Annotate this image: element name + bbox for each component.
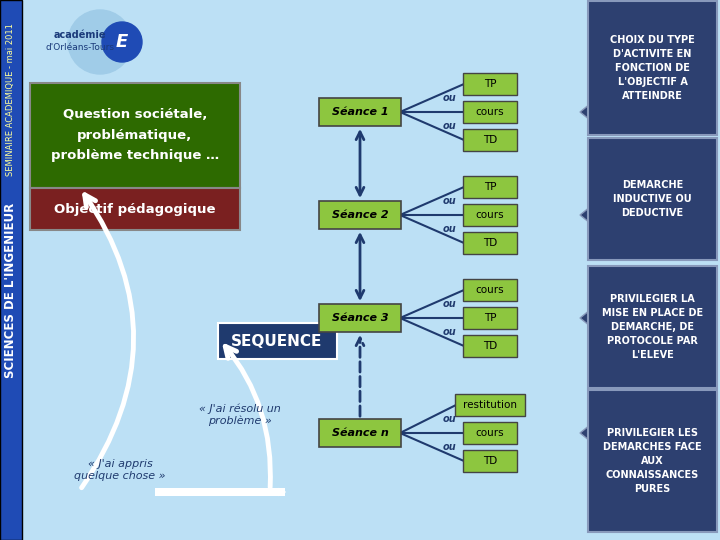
FancyBboxPatch shape: [0, 0, 22, 540]
FancyBboxPatch shape: [155, 488, 285, 496]
Text: Séance 3: Séance 3: [332, 313, 388, 323]
FancyBboxPatch shape: [463, 232, 517, 254]
FancyBboxPatch shape: [463, 176, 517, 198]
Text: restitution: restitution: [463, 400, 517, 410]
FancyBboxPatch shape: [588, 390, 717, 532]
Text: Séance 1: Séance 1: [332, 107, 388, 117]
Text: PRIVILEGIER LA
MISE EN PLACE DE
DEMARCHE, DE
PROTOCOLE PAR
L'ELEVE: PRIVILEGIER LA MISE EN PLACE DE DEMARCHE…: [602, 294, 703, 360]
FancyBboxPatch shape: [319, 201, 401, 229]
Text: SEQUENCE: SEQUENCE: [231, 334, 323, 348]
FancyBboxPatch shape: [30, 83, 240, 188]
Text: cours: cours: [476, 210, 504, 220]
Text: CHOIX DU TYPE
D'ACTIVITE EN
FONCTION DE
L'OBJECTIF A
ATTEINDRE: CHOIX DU TYPE D'ACTIVITE EN FONCTION DE …: [610, 35, 695, 101]
Text: ou: ou: [443, 442, 457, 452]
Text: TP: TP: [484, 79, 496, 89]
Text: d'Orléans-Tours: d'Orléans-Tours: [45, 44, 114, 52]
FancyBboxPatch shape: [463, 422, 517, 444]
Text: PRIVILEGIER LES
DEMARCHES FACE
AUX
CONNAISSANCES
PURES: PRIVILEGIER LES DEMARCHES FACE AUX CONNA…: [603, 428, 702, 494]
Polygon shape: [580, 310, 590, 326]
Text: E: E: [116, 33, 128, 51]
Text: TD: TD: [483, 341, 497, 351]
FancyBboxPatch shape: [455, 394, 525, 416]
Polygon shape: [580, 104, 590, 120]
FancyBboxPatch shape: [30, 188, 240, 230]
FancyBboxPatch shape: [319, 304, 401, 332]
Circle shape: [68, 10, 132, 74]
FancyBboxPatch shape: [463, 129, 517, 151]
Text: Objectif pédagogique: Objectif pédagogique: [54, 202, 216, 215]
Text: cours: cours: [476, 285, 504, 295]
Circle shape: [102, 22, 142, 62]
FancyBboxPatch shape: [463, 204, 517, 226]
Text: ou: ou: [443, 196, 457, 206]
Text: SEMINAIRE ACADEMIQUE - mai 2011: SEMINAIRE ACADEMIQUE - mai 2011: [6, 24, 16, 177]
Text: ou: ou: [443, 414, 457, 424]
FancyBboxPatch shape: [319, 98, 401, 126]
Text: ou: ou: [443, 93, 457, 103]
FancyBboxPatch shape: [463, 73, 517, 95]
Polygon shape: [580, 207, 590, 223]
FancyBboxPatch shape: [463, 450, 517, 472]
FancyBboxPatch shape: [588, 138, 717, 260]
FancyBboxPatch shape: [218, 323, 337, 359]
Text: TP: TP: [484, 313, 496, 323]
Text: ou: ou: [443, 299, 457, 309]
FancyBboxPatch shape: [588, 1, 717, 135]
Text: DEMARCHE
INDUCTIVE OU
DEDUCTIVE: DEMARCHE INDUCTIVE OU DEDUCTIVE: [613, 180, 692, 218]
Text: Question sociétale,
problématique,
problème technique …: Question sociétale, problématique, probl…: [51, 109, 219, 161]
Text: « J'ai appris
quelque chose »: « J'ai appris quelque chose »: [74, 459, 166, 481]
FancyBboxPatch shape: [463, 307, 517, 329]
Text: Séance n: Séance n: [332, 428, 388, 438]
FancyBboxPatch shape: [588, 266, 717, 388]
Text: ou: ou: [443, 224, 457, 234]
Text: TD: TD: [483, 456, 497, 466]
FancyBboxPatch shape: [463, 101, 517, 123]
Text: TP: TP: [484, 182, 496, 192]
Text: TD: TD: [483, 238, 497, 248]
Text: TD: TD: [483, 135, 497, 145]
FancyBboxPatch shape: [319, 419, 401, 447]
FancyBboxPatch shape: [463, 279, 517, 301]
Text: cours: cours: [476, 428, 504, 438]
Text: « J'ai résolu un
problème »: « J'ai résolu un problème »: [199, 404, 281, 427]
FancyBboxPatch shape: [463, 335, 517, 357]
Text: cours: cours: [476, 107, 504, 117]
Text: académie: académie: [54, 30, 107, 40]
Text: Séance 2: Séance 2: [332, 210, 388, 220]
Text: SCIENCES DE L'INGENIEUR: SCIENCES DE L'INGENIEUR: [4, 202, 17, 377]
Text: ou: ou: [443, 327, 457, 337]
Polygon shape: [580, 425, 590, 441]
Text: ou: ou: [443, 121, 457, 131]
